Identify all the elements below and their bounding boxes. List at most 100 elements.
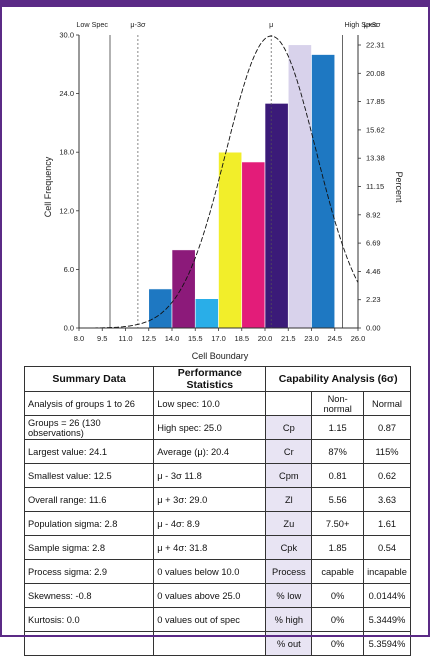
non-normal-cell: 0% — [311, 631, 364, 656]
summary-cell: Smallest value: 12.5 — [23, 463, 155, 488]
capability-label-cell — [265, 391, 313, 416]
capability-header: Capability Analysis (6σ) — [265, 366, 411, 392]
summary-cell: Process sigma: 2.9 — [23, 559, 155, 584]
statistics-table: Summary Data Performance Statistics Capa… — [23, 366, 412, 656]
normal-distribution-curve — [79, 35, 359, 329]
non-normal-cell: 1.85 — [311, 535, 364, 560]
x-tick-label: 17.0 — [211, 334, 226, 343]
y2-tick-label: 4.46 — [366, 267, 381, 276]
y2-tick-label: 2.23 — [366, 295, 381, 304]
y2-tick-label: 8.92 — [366, 210, 381, 219]
summary-cell: Population sigma: 2.8 — [23, 511, 155, 536]
normal-cell: 0.62 — [362, 463, 412, 488]
y-tick-label: 12.0 — [59, 206, 74, 215]
histogram-bar — [241, 161, 266, 329]
capability-label-cell: % high — [265, 607, 313, 632]
performance-cell: μ - 3σ 11.8 — [153, 463, 267, 488]
summary-cell: Largest value: 24.1 — [23, 439, 155, 464]
table-row: Population sigma: 2.8 μ - 4σ: 8.9 Zu 7.50+ 1… — [23, 511, 412, 536]
non-normal-cell: 0% — [311, 607, 364, 632]
performance-header: Performance Statistics — [153, 366, 267, 392]
table-row: Kurtosis: 0.0 0 values out of spec% high 0… — [23, 607, 412, 632]
capability-label-cell: Zl — [265, 487, 313, 512]
reference-line-label: Low Spec — [76, 20, 108, 29]
histogram-bar — [264, 103, 289, 329]
performance-cell: 0 values below 10.0 — [153, 559, 267, 584]
y-tick-label: 30.0 — [59, 31, 74, 40]
performance-cell: High spec: 25.0 — [153, 415, 267, 440]
capability-label-cell: Cp — [265, 415, 313, 440]
table-row: % out 0% 5.3594% — [23, 631, 412, 656]
non-normal-cell: 0.81 — [311, 463, 364, 488]
non-normal-cell: 7.50+ — [311, 511, 364, 536]
normal-cell: 0.54 — [362, 535, 412, 560]
performance-cell: μ + 3σ: 29.0 — [153, 487, 267, 512]
x-tick-label: 9.5 — [97, 334, 107, 343]
reference-line-label: μ-3σ — [130, 20, 146, 29]
x-tick-label: 24.5 — [327, 334, 342, 343]
non-normal-cell: Non-normal — [311, 391, 364, 416]
table-row: Smallest value: 12.5 μ - 3σ 11.8 Cpm 0.81 0.… — [23, 463, 412, 488]
x-tick-label: 20.0 — [258, 334, 273, 343]
histogram-bar — [194, 298, 219, 329]
summary-cell: Skewness: -0.8 — [23, 583, 155, 608]
y-tick-label: 6.0 — [64, 265, 74, 274]
non-normal-cell: capable — [311, 559, 364, 584]
capability-label-cell: Cr — [265, 439, 313, 464]
normal-cell: incapable — [362, 559, 412, 584]
y2-tick-label: 11.15 — [366, 182, 384, 191]
summary-cell: Groups = 26 (130 observations) — [23, 415, 155, 440]
histogram-bar — [287, 44, 312, 329]
y2-tick-label: 20.08 — [366, 69, 385, 78]
performance-cell: 0 values above 25.0 — [153, 583, 267, 608]
performance-cell: μ + 4σ: 31.8 — [153, 535, 267, 560]
y-tick-label: 18.0 — [59, 148, 74, 157]
summary-cell: Kurtosis: 0.0 — [23, 607, 155, 632]
summary-cell — [23, 631, 155, 656]
normal-cell: 115% — [362, 439, 412, 464]
normal-cell: 1.61 — [362, 511, 412, 536]
normal-cell: 0.0144% — [362, 583, 412, 608]
y2-tick-label: 17.85 — [366, 97, 385, 106]
x-tick-label: 12.5 — [141, 334, 156, 343]
histogram-bar — [218, 151, 243, 329]
capability-label-cell: % low — [265, 583, 313, 608]
x-tick-label: 18.5 — [234, 334, 249, 343]
x-tick-label: 8.0 — [74, 334, 84, 343]
table-header-row: Summary Data Performance Statistics Capa… — [23, 366, 411, 392]
statistics-table-body: Analysis of groups 1 to 26 Low spec: 10.0… — [23, 391, 412, 656]
histogram-bar — [311, 54, 336, 329]
top-accent-bar — [0, 0, 430, 7]
reference-line-label: μ+3σ — [364, 20, 381, 29]
normal-cell: 3.63 — [362, 487, 412, 512]
histogram-bar — [171, 249, 196, 329]
summary-cell: Sample sigma: 2.8 — [23, 535, 155, 560]
y2-tick-label: 15.62 — [366, 125, 385, 134]
x-tick-label: 15.5 — [188, 334, 203, 343]
capability-label-cell: Cpm — [265, 463, 313, 488]
table-row: Groups = 26 (130 observations) High spec:… — [23, 415, 412, 440]
summary-cell: Overall range: 11.6 — [23, 487, 155, 512]
reference-line-label: High Spec — [345, 20, 379, 29]
performance-cell: 0 values out of spec — [153, 607, 267, 632]
reference-line-label: μ — [269, 20, 273, 29]
table-row: Analysis of groups 1 to 26 Low spec: 10.0… — [23, 391, 412, 416]
table-row: Largest value: 24.1 Average (μ): 20.4 Cr 87… — [23, 439, 412, 464]
capability-label-cell: % out — [265, 631, 313, 656]
y2-tick-label: 0.00 — [366, 324, 381, 333]
table-row: Overall range: 11.6 μ + 3σ: 29.0 Zl 5.56 3.6… — [23, 487, 412, 512]
performance-cell: Average (μ): 20.4 — [153, 439, 267, 464]
y2-tick-label: 13.38 — [366, 154, 385, 163]
x-tick-label: 21.5 — [281, 334, 296, 343]
x-tick-label: 23.0 — [304, 334, 319, 343]
summary-cell: Analysis of groups 1 to 26 — [23, 391, 155, 416]
table-row: Sample sigma: 2.8 μ + 4σ: 31.8 Cpk 1.85 0.54 — [23, 535, 412, 560]
y-axis-title: Cell Frequency — [43, 156, 53, 217]
performance-cell: Low spec: 10.0 — [153, 391, 267, 416]
normal-cell: 5.3449% — [362, 607, 412, 632]
normal-cell: 0.87 — [362, 415, 412, 440]
x-axis-title: Cell Boundary — [192, 351, 249, 361]
histogram-bar — [148, 288, 173, 329]
non-normal-cell: 87% — [311, 439, 364, 464]
